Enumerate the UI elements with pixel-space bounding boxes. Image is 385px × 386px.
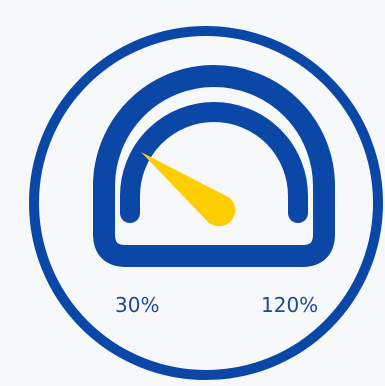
- min-label: 30%: [115, 293, 160, 317]
- max-label: 120%: [261, 293, 319, 317]
- gauge-housing: [93, 65, 335, 267]
- gauge-needle: [141, 152, 236, 227]
- gauge-inner-arc: [120, 102, 308, 223]
- outer-ring: [29, 26, 383, 380]
